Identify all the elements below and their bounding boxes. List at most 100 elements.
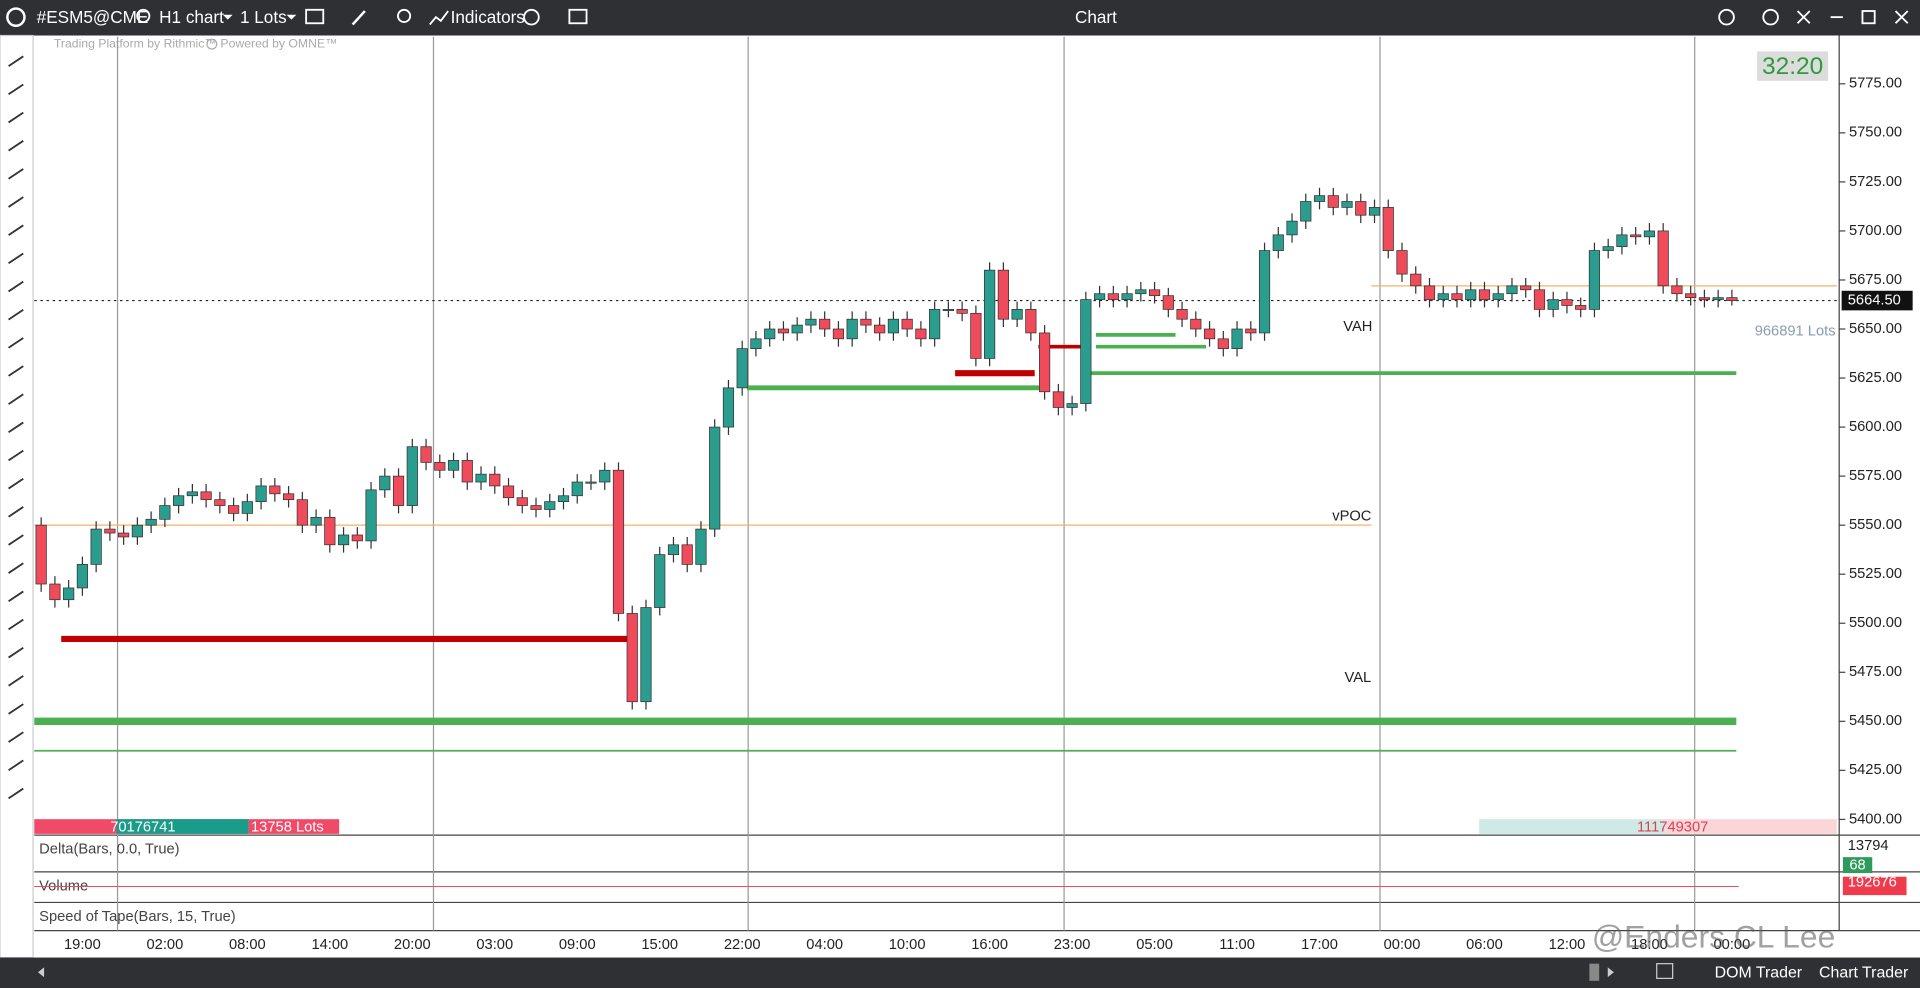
- candle-body: [1107, 293, 1119, 300]
- tool-icon: [8, 478, 24, 490]
- lots-total: 111749307: [1637, 820, 1708, 836]
- x-tick-label: 10:00: [889, 937, 926, 953]
- candle-body: [379, 475, 391, 491]
- timer-box: [1757, 51, 1829, 81]
- candle-body: [1341, 201, 1353, 208]
- tool-icon: [8, 731, 24, 743]
- candle-body: [310, 516, 322, 526]
- candle-body: [1492, 293, 1504, 300]
- candle-body: [956, 309, 968, 314]
- timeframe[interactable]: H1 chart: [159, 7, 224, 27]
- panel-value-box: [1842, 876, 1907, 896]
- y-tick-label: 5500.00: [1849, 615, 1902, 631]
- timer: 32:20: [1762, 53, 1823, 80]
- x-tick-label: 16:00: [971, 937, 1008, 953]
- current-price-box: [1841, 290, 1913, 311]
- candle-body: [282, 493, 295, 501]
- x-tick-label: 14:00: [311, 937, 348, 953]
- candle-body: [434, 462, 446, 471]
- candle-body: [887, 318, 899, 334]
- candle-body: [695, 528, 707, 565]
- candle-body: [351, 534, 363, 542]
- settings-icon[interactable]: [1762, 8, 1779, 26]
- x-tick-label: 08:00: [229, 937, 266, 953]
- lots-bar: [116, 819, 249, 834]
- scroll-left[interactable]: [37, 967, 45, 978]
- quantity[interactable]: 1 Lots: [240, 7, 287, 27]
- candle-body: [255, 485, 267, 502]
- search-icon[interactable]: [136, 8, 151, 23]
- panel-value: 192676: [1848, 875, 1897, 891]
- candle-body: [1039, 332, 1051, 393]
- status-icon[interactable]: [1718, 8, 1735, 26]
- candle-body: [63, 587, 75, 601]
- lots-total: 70176741: [110, 820, 175, 836]
- tool-icon: [8, 618, 24, 631]
- candle-body: [516, 497, 528, 506]
- candle-body: [571, 481, 583, 497]
- candle-body: [1011, 309, 1023, 320]
- candle-body: [1410, 273, 1422, 287]
- candle-body: [337, 534, 350, 546]
- watermark-icon: [206, 38, 218, 50]
- candle-body: [599, 469, 611, 483]
- indicators[interactable]: Indicators: [451, 7, 525, 27]
- panel-title: Delta(Bars, 0.0, True): [39, 842, 179, 858]
- candle-body: [131, 524, 143, 538]
- scroll-thumb[interactable]: [1589, 963, 1600, 981]
- candle-body: [1162, 295, 1174, 310]
- candle-body: [901, 318, 913, 330]
- tool-icon: [8, 55, 24, 67]
- lots-bar: [1479, 819, 1666, 834]
- candle-body: [1698, 297, 1711, 300]
- zoom-icon[interactable]: [397, 8, 412, 23]
- dropdown[interactable]: [222, 14, 233, 20]
- candle-body: [406, 446, 418, 506]
- tool-icon: [8, 224, 24, 236]
- tab[interactable]: Chart Trader: [1819, 965, 1909, 982]
- indicators-icon[interactable]: [429, 10, 449, 26]
- candle-body: [447, 460, 460, 471]
- tool-icon: [8, 83, 24, 96]
- candle-body: [557, 495, 570, 502]
- drawing-tools: [8, 55, 24, 800]
- tool-icon: [8, 365, 24, 377]
- template-icon[interactable]: [305, 8, 325, 25]
- tool-icon: [8, 393, 24, 405]
- candle-body: [76, 564, 88, 589]
- candle-body: [365, 489, 377, 542]
- candle-body: [241, 501, 253, 514]
- calendar-icon[interactable]: [1656, 963, 1674, 979]
- x-tick-label: 22:00: [724, 937, 761, 953]
- lots-unit: 13758 Lots: [251, 820, 324, 836]
- candle-body: [1382, 207, 1394, 251]
- maximize[interactable]: [1861, 10, 1876, 25]
- x-tick-label: 11:00: [1219, 937, 1255, 953]
- candle-body: [1630, 234, 1642, 238]
- candle-body: [915, 328, 927, 340]
- scroll-right[interactable]: [1607, 967, 1614, 978]
- candle-body: [1437, 293, 1449, 300]
- draw-icon[interactable]: [351, 10, 366, 26]
- candle-body: [846, 318, 858, 340]
- candle-body: [1094, 293, 1106, 300]
- candle-body: [1052, 391, 1064, 408]
- annotation: VAL: [1344, 670, 1371, 686]
- tab[interactable]: DOM Trader: [1715, 965, 1803, 982]
- pin-icon[interactable]: [1796, 10, 1811, 24]
- candle-body: [1547, 299, 1559, 310]
- lots-bar: [1665, 819, 1837, 834]
- y-tick-label: 5600.00: [1849, 419, 1902, 435]
- candle-body: [654, 554, 666, 608]
- tool-icon: [8, 168, 24, 180]
- dropdown[interactable]: [286, 14, 297, 20]
- crosshair-icon[interactable]: [523, 8, 540, 26]
- symbol[interactable]: #ESM5@CME: [37, 7, 149, 27]
- layout-icon[interactable]: [568, 8, 588, 25]
- y-tick-label: 5450.00: [1849, 713, 1902, 729]
- candle-body: [1313, 195, 1326, 202]
- close[interactable]: [1894, 10, 1909, 24]
- x-tick-label: 03:00: [476, 937, 513, 953]
